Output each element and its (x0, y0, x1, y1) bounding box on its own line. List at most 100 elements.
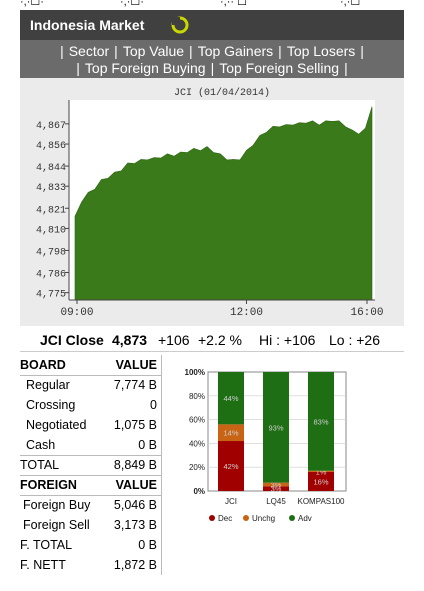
breadth-bar-segment (218, 441, 244, 491)
board-row-value: 1,075 B (104, 415, 163, 435)
y-tick-label: 4,786 (36, 269, 66, 280)
board-row-value: 7,774 B (104, 375, 163, 395)
ticker-item: ·,·☐ (340, 0, 361, 8)
breadth-chart-svg: 100% 80% 60% 40% 20% 0% 42% 14% 44% JCI 3%3% 93% LQ4… (185, 368, 347, 523)
breadth-bar-segment (308, 470, 334, 472)
board-header-value: VALUE (104, 355, 163, 376)
y-tick-label: 4,810 (36, 225, 66, 236)
table-row: F. NETT 1,872 B (20, 555, 163, 575)
breadth-bar-segment (263, 482, 289, 487)
breadth-x-tick-label: LQ45 (266, 497, 286, 506)
market-header: Indonesia Market (20, 10, 404, 40)
table-row: Foreign Buy 5,046 B (20, 495, 163, 515)
table-row: Cash 0 B (20, 435, 163, 455)
breadth-bar-segment (308, 372, 334, 471)
breadth-bar-segment (263, 372, 289, 483)
breadth-bar-segment (263, 486, 289, 491)
breadth-bar-label: 1% (316, 467, 327, 476)
foreign-header-row: FOREIGN VALUE (20, 474, 163, 496)
breadth-bar-segment (218, 372, 244, 425)
breadth-bar-label: 83% (313, 417, 328, 426)
board-table-panel: BOARD VALUE Regular 7,774 B Crossing 0 N… (20, 355, 166, 575)
foreign-row-value: 3,173 B (104, 515, 163, 535)
close-change: +106 (158, 332, 190, 348)
foreign-total-label: F. TOTAL (20, 538, 73, 552)
legend-label: Dec (218, 514, 232, 523)
ticker-item: ·,·☐· (20, 0, 44, 8)
breadth-y-tick-label: 40% (189, 439, 205, 448)
top-ticker-strip: ·,·☐· ·,·☐· ·,·· ☐ ·,·☐ (0, 0, 424, 10)
breadth-bar-label: 93% (268, 423, 283, 432)
y-tick-label: 4,775 (36, 290, 66, 301)
ticker-item: ·,·☐· (120, 0, 144, 8)
x-tick-label: 16:00 (350, 307, 383, 319)
nav-sector[interactable]: Sector (68, 43, 110, 59)
board-total-row: TOTAL 8,849 B (20, 454, 163, 475)
board-total-label: TOTAL (20, 454, 105, 475)
nav-top-gainers[interactable]: Top Gainers (197, 43, 274, 59)
breadth-y-tick-label: 60% (189, 416, 205, 425)
jci-intraday-chart: JCI (01/04/2014) 4,775 4,786 4,798 4,810 4,82… (20, 78, 404, 326)
legend-swatch (209, 515, 215, 521)
y-tick-label: 4,867 (36, 121, 66, 132)
legend-swatch (243, 515, 249, 521)
board-row-value: 0 B (104, 435, 163, 455)
nav-top-losers[interactable]: Top Losers (286, 43, 356, 59)
nav-row-1: | Sector | Top Value | Top Gainers | Top Losers… (60, 43, 364, 59)
breadth-bar-segment (308, 471, 334, 491)
breadth-y-tick-label: 100% (185, 368, 205, 377)
market-breadth-chart: 100% 80% 60% 40% 20% 0% 42% 14% 44% JCI 3% 3% 93% LQ4… (170, 360, 350, 530)
foreign-nett-value: 1,872 B (104, 555, 163, 575)
y-tick-label: 4,821 (36, 205, 66, 216)
legend-swatch (289, 515, 295, 521)
y-tick-label: 4,856 (36, 141, 66, 152)
foreign-total-value: 0 B (104, 535, 163, 555)
breadth-x-tick-label: JCI (225, 497, 237, 506)
foreign-row-value: 5,046 B (104, 495, 163, 515)
chart-title: JCI (01/04/2014) (174, 87, 270, 99)
board-row-label: Regular (26, 378, 70, 393)
board-header-row: BOARD VALUE (20, 355, 163, 376)
breadth-y-tick-label: 80% (189, 392, 205, 401)
nav-top-foreign-buying[interactable]: Top Foreign Buying (84, 60, 206, 76)
foreign-row-label: Foreign Buy (23, 498, 91, 513)
y-tick-label: 4,844 (36, 163, 66, 174)
nav-top-value[interactable]: Top Value (122, 43, 185, 59)
board-total-value: 8,849 B (104, 454, 163, 475)
legend-label: Adv (298, 514, 312, 523)
close-high: Hi : +106 (259, 332, 316, 348)
breadth-bar-label: 44% (223, 394, 238, 403)
close-label: JCI Close (40, 332, 104, 348)
table-row: Regular 7,774 B (20, 375, 163, 395)
nav-top-foreign-selling[interactable]: Top Foreign Selling (219, 60, 340, 76)
board-header-label: BOARD (20, 355, 105, 376)
x-tick-label: 12:00 (230, 307, 263, 319)
breadth-bar-label: 3% (271, 485, 282, 494)
header-title: Indonesia Market (30, 17, 145, 33)
nav-row-2: | Top Foreign Buying | Top Foreign Selling | (76, 60, 348, 76)
board-row-label: Negotiated (26, 418, 87, 432)
board-table: BOARD VALUE Regular 7,774 B Crossing 0 N… (20, 355, 163, 575)
table-row: Foreign Sell 3,173 B (20, 515, 163, 535)
board-row-value: 0 (104, 395, 163, 415)
breadth-bar-segment (218, 424, 244, 442)
breadth-bar-label: 14% (223, 429, 238, 438)
breadth-bar-label: 3% (271, 480, 282, 489)
foreign-header-value: VALUE (104, 474, 163, 496)
breadth-y-tick-label: 20% (189, 463, 205, 472)
ticker-item: ·,·· ☐ (220, 0, 247, 8)
x-tick-label: 09:00 (60, 307, 93, 319)
y-tick-label: 4,798 (36, 247, 66, 258)
close-percent: +2.2 % (198, 332, 242, 348)
table-row: Crossing 0 (20, 395, 163, 415)
y-tick-label: 4,833 (36, 183, 66, 194)
jci-chart-svg: JCI (01/04/2014) 4,775 4,786 4,798 4,810 4,82… (36, 87, 384, 319)
market-nav: | Sector | Top Value | Top Gainers | Top Losers… (20, 40, 404, 78)
close-value: 4,873 (112, 332, 148, 348)
foreign-nett-label: F. NETT (20, 558, 66, 572)
foreign-row-label: Foreign Sell (23, 518, 90, 532)
table-row: Negotiated 1,075 B (20, 415, 163, 435)
breadth-bar-label: 42% (223, 462, 238, 471)
index-area-series (74, 106, 373, 301)
logo-icon (171, 16, 189, 34)
